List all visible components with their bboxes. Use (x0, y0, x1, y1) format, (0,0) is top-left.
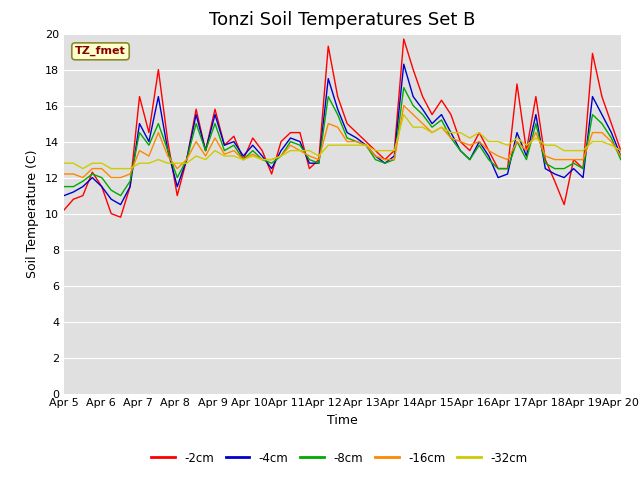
Legend: -2cm, -4cm, -8cm, -16cm, -32cm: -2cm, -4cm, -8cm, -16cm, -32cm (147, 447, 532, 469)
Title: Tonzi Soil Temperatures Set B: Tonzi Soil Temperatures Set B (209, 11, 476, 29)
X-axis label: Time: Time (327, 414, 358, 427)
Text: TZ_fmet: TZ_fmet (75, 46, 126, 57)
Y-axis label: Soil Temperature (C): Soil Temperature (C) (26, 149, 40, 278)
